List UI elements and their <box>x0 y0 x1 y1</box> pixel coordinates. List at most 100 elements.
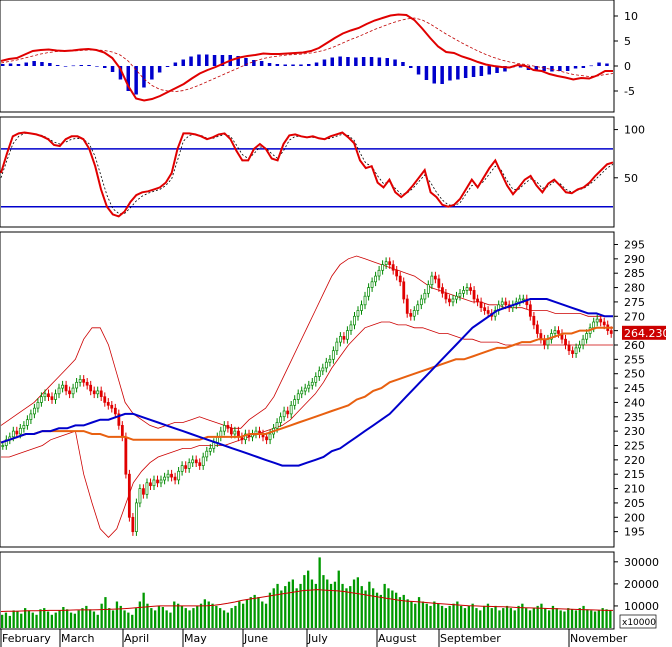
volume-bar <box>425 603 428 628</box>
volume-bar <box>475 608 478 628</box>
volume-bar <box>203 599 206 628</box>
price-y-tick-label: 285 <box>624 267 645 280</box>
macd-histogram-bar <box>354 57 358 66</box>
macd-histogram-bar <box>432 66 436 84</box>
price-candle <box>92 390 96 395</box>
price-candle <box>191 459 195 464</box>
price-candle <box>156 479 159 484</box>
volume-bar <box>387 588 390 628</box>
volume-bar <box>532 608 535 628</box>
price-candle <box>229 427 233 435</box>
price-candle <box>127 473 131 518</box>
macd-histogram-bar <box>173 62 178 66</box>
price-candle <box>500 301 504 306</box>
volume-bar <box>238 601 241 628</box>
price-candle <box>430 275 434 286</box>
volume-moving-average <box>0 589 613 612</box>
volume-bar <box>597 610 600 628</box>
volume-bar <box>20 613 23 628</box>
price-candle <box>314 376 318 383</box>
price-candle <box>310 381 314 386</box>
price-candle <box>458 292 462 297</box>
price-candle <box>201 456 205 466</box>
price-candle <box>451 298 455 303</box>
volume-unit-label: x10000 <box>622 618 656 628</box>
volume-bar <box>326 579 329 628</box>
macd-histogram-bar <box>503 66 507 72</box>
price-candle <box>194 459 198 464</box>
volume-bar <box>563 611 566 628</box>
price-y-tick-label: 225 <box>624 439 645 452</box>
price-candle <box>177 470 181 481</box>
price-candle <box>409 313 413 317</box>
volume-bar <box>157 605 161 628</box>
price-candle <box>567 344 571 352</box>
macd-histogram-bar <box>157 66 162 73</box>
macd-panel-frame <box>0 0 615 113</box>
price-candle <box>64 384 68 392</box>
macd-histogram-bar <box>110 66 115 72</box>
volume-bar <box>337 570 340 628</box>
price-candle <box>557 330 560 334</box>
price-candle <box>346 330 349 340</box>
macd-histogram-bar <box>8 63 13 66</box>
price-candle <box>388 261 392 265</box>
price-y-tick-label: 280 <box>624 282 645 295</box>
volume-bar <box>521 603 524 628</box>
macd-histogram-bar <box>534 66 538 70</box>
volume-bar <box>440 605 444 628</box>
price-candle <box>138 488 142 504</box>
price-candle <box>282 410 286 418</box>
moving-average-slow <box>0 326 613 444</box>
volume-bar <box>268 592 272 628</box>
volume-bar <box>215 605 218 628</box>
volume-bar <box>291 579 294 628</box>
price-candle <box>106 402 110 406</box>
price-candle <box>525 298 529 306</box>
macd-histogram-bar <box>416 66 421 75</box>
stochastic-y-tick-label: 50 <box>624 172 638 185</box>
price-candle <box>416 304 420 311</box>
volume-bar <box>345 588 348 628</box>
volume-bar <box>379 594 382 628</box>
volume-bar <box>1 614 4 628</box>
volume-bar <box>310 579 314 628</box>
macd-histogram-bar <box>118 66 123 80</box>
volume-bar <box>467 605 470 628</box>
price-y-tick-label: 230 <box>624 425 645 438</box>
macd-histogram-bar <box>103 66 107 68</box>
price-candle <box>170 473 173 478</box>
macd-histogram-bar <box>487 66 491 75</box>
macd-histogram-bar <box>589 65 593 67</box>
price-candle <box>244 433 247 441</box>
macd-histogram-bar <box>369 57 374 66</box>
macd-histogram-bar <box>409 66 413 68</box>
volume-bar <box>456 601 459 628</box>
month-label: March <box>61 632 95 645</box>
volume-bar <box>410 601 413 628</box>
macd-histogram-bar <box>55 65 60 66</box>
price-candle <box>33 407 36 415</box>
price-candle <box>419 298 423 306</box>
volume-bar <box>272 588 275 628</box>
volume-bar <box>24 608 27 628</box>
macd-histogram-bar <box>550 66 554 72</box>
volume-bar <box>43 608 46 628</box>
price-y-tick-label: 295 <box>624 238 645 251</box>
volume-bar <box>460 605 463 628</box>
price-candle <box>307 384 311 389</box>
macd-histogram-bar <box>212 55 217 66</box>
volume-bar <box>100 603 103 628</box>
volume-bar <box>199 603 203 628</box>
macd-histogram-bar <box>244 58 248 66</box>
volume-bar <box>134 608 138 628</box>
volume-bar <box>452 603 455 628</box>
price-candle <box>395 269 399 277</box>
price-candle <box>592 321 596 329</box>
price-candle <box>303 387 307 392</box>
volume-bar <box>62 607 65 628</box>
macd-histogram-bar <box>518 66 523 68</box>
month-label: July <box>307 632 328 645</box>
volume-bar <box>517 605 520 628</box>
volume-unit-tag: x10000 <box>619 614 657 629</box>
